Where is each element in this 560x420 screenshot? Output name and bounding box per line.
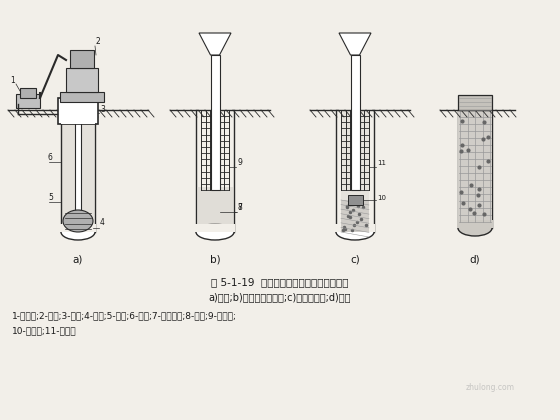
Bar [60,92,104,102]
Bar [458,110,492,228]
Bar [60,224,96,232]
Bar [66,68,98,92]
Text: 7: 7 [237,203,242,212]
Text: 10-隔水塞;11-混凝土: 10-隔水塞;11-混凝土 [12,326,77,335]
Text: 8: 8 [237,203,242,212]
Text: 1-泥浆泵;2-锣机;3-护筒;4-锣头;5-锣杆;6-泥浆;7-低密泥浆;8-导管;9-钓筋笼;: 1-泥浆泵;2-锣机;3-护筒;4-锣头;5-锣杆;6-泥浆;7-低密泥浆;8-… [12,311,237,320]
Polygon shape [339,33,371,55]
Bar [20,88,36,98]
Text: 2: 2 [96,37,101,46]
Text: 10: 10 [377,195,386,201]
Bar [61,98,95,124]
Bar [211,55,220,190]
Bar [75,102,81,210]
Text: c): c) [350,254,360,264]
Bar [351,55,360,190]
Text: zhulong.com: zhulong.com [465,383,515,392]
Text: a)锥孔;b)下钓筋笼及导管;c)灸注混凝土;d)成桦: a)锥孔;b)下钓筋笼及导管;c)灸注混凝土;d)成桦 [209,292,351,302]
Text: a): a) [73,254,83,264]
Bar [341,200,369,232]
Ellipse shape [63,210,93,232]
Text: 3: 3 [100,105,105,114]
Text: 6: 6 [48,153,53,162]
Text: d): d) [470,254,480,264]
Bar [348,195,362,205]
Text: 4: 4 [100,218,105,227]
Text: b): b) [209,254,220,264]
Bar [341,110,369,200]
Bar [458,95,492,110]
Bar [70,50,94,68]
Bar [16,94,40,108]
Bar [457,220,493,228]
Bar [335,224,375,232]
Ellipse shape [458,220,492,236]
Ellipse shape [61,224,95,240]
Polygon shape [199,33,231,55]
Bar [195,224,235,232]
Text: 5: 5 [48,193,53,202]
Text: 11: 11 [377,160,386,166]
Text: 图 5-1-19  泥浆护壁锥孔灰注桦施工顺序图: 图 5-1-19 泥浆护壁锥孔灰注桦施工顺序图 [211,277,349,287]
Bar [197,187,233,232]
Text: 1: 1 [10,76,15,85]
Ellipse shape [196,224,234,240]
Text: 9: 9 [237,158,242,167]
Bar [62,110,94,230]
Bar [58,98,98,124]
Ellipse shape [336,224,374,240]
